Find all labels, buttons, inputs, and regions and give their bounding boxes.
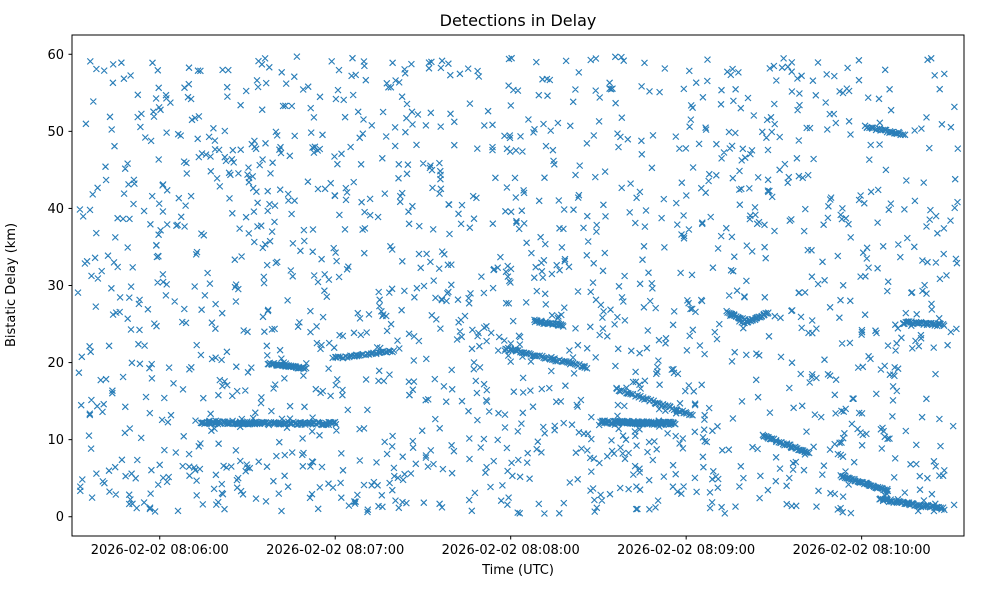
y-tick-label: 10: [47, 433, 64, 448]
y-tick-label: 20: [47, 356, 64, 371]
y-tick-label: 0: [56, 510, 64, 525]
x-tick-label: 2026-02-02 08:06:00: [91, 543, 229, 558]
y-tick-label: 40: [47, 202, 64, 217]
x-tick-label: 2026-02-02 08:10:00: [793, 543, 931, 558]
x-tick-label: 2026-02-02 08:08:00: [442, 543, 580, 558]
y-tick-label: 60: [47, 48, 64, 63]
y-axis-label: Bistatic Delay (km): [4, 223, 19, 347]
y-tick-label: 50: [47, 125, 64, 140]
detection-markers: [74, 53, 962, 517]
x-tick-label: 2026-02-02 08:07:00: [266, 543, 404, 558]
x-tick-label: 2026-02-02 08:09:00: [617, 543, 755, 558]
y-tick-label: 30: [47, 279, 64, 294]
chart-title: Detections in Delay: [440, 11, 597, 30]
x-axis-label: Time (UTC): [481, 563, 554, 578]
plot-area: 0 10 20 30 40 50 60 2026-02-02 08:06:00 2026-02-…: [47, 48, 962, 558]
